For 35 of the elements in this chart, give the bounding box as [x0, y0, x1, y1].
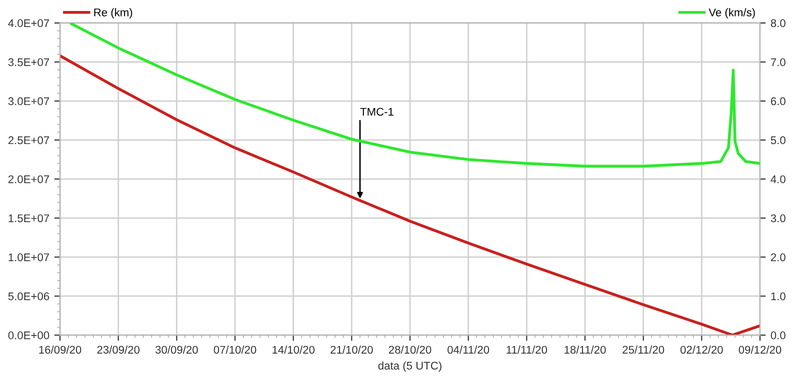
- y2-tick-label: 6.0: [770, 97, 786, 106]
- x-tick-label: 23/09/20: [97, 346, 140, 354]
- y-tick-label: 1.0E+07: [8, 253, 50, 262]
- y2-tick-label: 4.0: [770, 175, 786, 184]
- y2-tick-label: 2.0: [770, 253, 786, 262]
- y2-tick-label: 5.0: [770, 136, 786, 144]
- legend-label: Ve (km/s): [708, 8, 755, 19]
- x-tick-label: 30/09/20: [155, 346, 198, 354]
- x-tick-label: 04/11/20: [448, 346, 490, 354]
- y-tick-label: 0.0E+00: [8, 331, 50, 340]
- y-tick-label: 3.5E+07: [8, 58, 50, 66]
- x-tick-label: 25/11/20: [622, 346, 664, 354]
- y2-tick-label: 7.0: [770, 58, 786, 66]
- x-tick-label: 11/11/20: [506, 346, 548, 354]
- x-axis-title: data (5 UTC): [378, 361, 442, 372]
- x-tick-label: 28/10/20: [388, 346, 432, 354]
- y2-tick-label: 1.0: [771, 292, 786, 300]
- y-tick-label: 4.0E+07: [8, 19, 50, 28]
- x-tick-label: 07/10/20: [214, 346, 256, 354]
- y-tick-label: 2.5E+07: [8, 136, 50, 144]
- x-tick-label: 14/10/20: [272, 346, 315, 354]
- x-tick-label: 02/12/20: [680, 346, 723, 354]
- y-tick-label: 2.0E+07: [8, 175, 50, 184]
- y2-tick-label: 8.0: [770, 19, 786, 28]
- x-tick-label: 09/12/20: [738, 346, 782, 354]
- x-tick-label: 18/11/20: [564, 346, 606, 354]
- y2-tick-label: 0.0: [770, 331, 786, 340]
- x-tick-label: 16/09/20: [39, 346, 82, 354]
- x-tick-label: 21/10/20: [330, 346, 373, 354]
- y-tick-label: 3.0E+07: [8, 97, 50, 106]
- annotation: TMC-1: [360, 108, 394, 116]
- y-tick-label: 5.0E+06: [8, 292, 50, 300]
- y2-tick-label: 3.0: [770, 214, 786, 222]
- y-tick-label: 1.5E+07: [8, 214, 50, 222]
- legend-label: Re (km): [94, 8, 132, 19]
